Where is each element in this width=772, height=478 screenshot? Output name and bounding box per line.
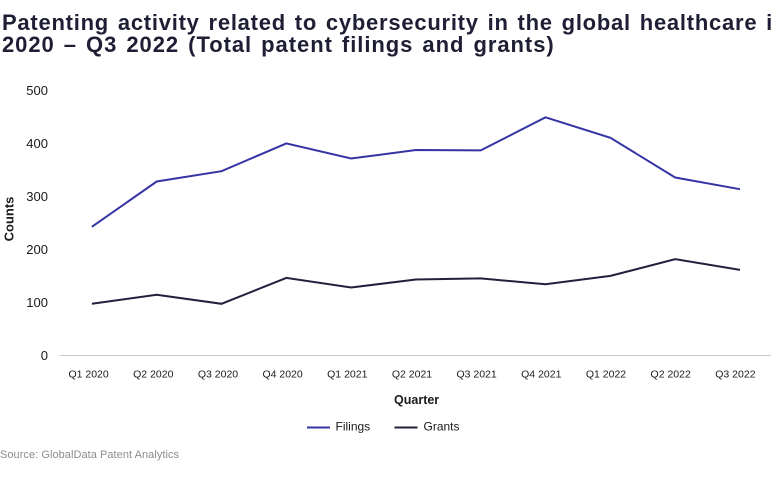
svg-text:Q4 2020: Q4 2020 [262,368,302,380]
svg-text:Source: GlobalData Patent Anal: Source: GlobalData Patent Analytics [0,449,180,461]
svg-text:Q3 2021: Q3 2021 [456,368,496,380]
svg-text:Filings: Filings [336,420,371,434]
svg-text:Q2 2021: Q2 2021 [392,368,432,380]
svg-text:400: 400 [26,136,48,151]
svg-text:Q2 2022: Q2 2022 [651,368,691,380]
svg-text:Q1 2022: Q1 2022 [586,368,626,380]
svg-text:Q4 2021: Q4 2021 [521,368,561,380]
svg-text:Q3 2022: Q3 2022 [715,368,755,380]
svg-text:0: 0 [41,348,48,363]
svg-text:Quarter: Quarter [394,393,439,407]
svg-text:200: 200 [26,242,48,257]
svg-text:Q3 2020: Q3 2020 [198,368,238,380]
svg-text:Q1 2020: Q1 2020 [68,368,108,380]
svg-text:Q2 2020: Q2 2020 [133,368,173,380]
svg-text:Counts: Counts [1,197,16,242]
svg-text:300: 300 [26,189,48,204]
svg-text:500: 500 [26,83,48,98]
svg-text:Grants: Grants [424,420,460,434]
svg-text:100: 100 [26,295,48,310]
svg-text:Q1 2021: Q1 2021 [327,368,367,380]
